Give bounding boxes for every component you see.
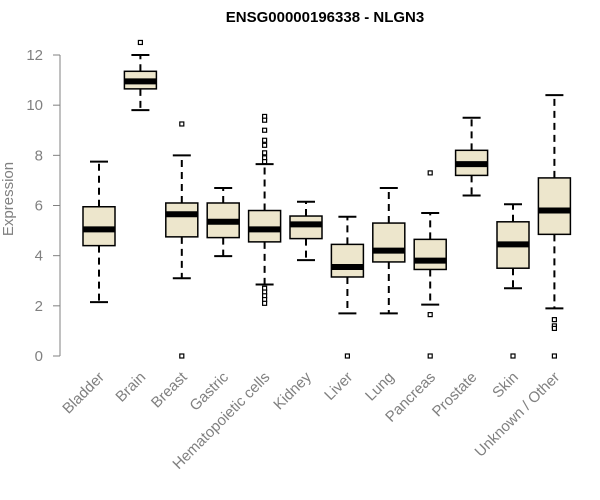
outlier-point <box>179 121 185 127</box>
outlier-point <box>262 150 268 156</box>
iqr-box <box>413 238 447 271</box>
outlier-point <box>179 353 185 359</box>
y-tick-label: 4 <box>35 248 43 265</box>
x-tick-label: Liver <box>321 369 356 404</box>
outlier-point <box>551 325 558 332</box>
outlier-point <box>262 137 268 143</box>
outlier-point <box>551 317 558 323</box>
iqr-box <box>247 209 282 243</box>
chart-title: ENSG00000196338 - NLGN3 <box>226 9 424 26</box>
box-9 <box>454 116 489 197</box>
outlier-point <box>262 117 268 123</box>
box-1 <box>123 39 158 112</box>
x-tick-label: Skin <box>489 369 522 402</box>
outlier-point <box>262 142 268 148</box>
iqr-box <box>289 215 323 240</box>
box-2 <box>165 121 199 359</box>
x-tick-label: Brain <box>112 369 149 406</box>
iqr-box <box>537 177 572 236</box>
outlier-point <box>262 300 268 306</box>
box-0 <box>82 160 116 304</box>
y-tick-label: 2 <box>35 298 43 315</box>
x-tick-label: Prostate <box>429 369 481 421</box>
y-tick-label: 12 <box>26 47 43 64</box>
x-tick-label: Breast <box>148 368 191 411</box>
x-tick-label: Lung <box>362 369 398 405</box>
y-tick-label: 10 <box>26 97 43 114</box>
box-3 <box>206 186 240 258</box>
y-axis: 0 2 4 6 8 10 12 <box>26 47 61 365</box>
y-axis-label: Expression <box>0 162 17 236</box>
iqr-box <box>165 202 199 238</box>
outlier-point <box>137 39 143 46</box>
outlier-point <box>510 353 516 359</box>
x-tick-label: Bladder <box>59 369 108 418</box>
iqr-box <box>330 243 365 278</box>
outlier-point <box>427 170 433 176</box>
iqr-box <box>82 206 116 247</box>
outlier-point <box>262 159 268 165</box>
outlier-point <box>427 312 433 318</box>
outlier-point <box>262 127 268 133</box>
plot-area <box>82 39 572 359</box>
box-5 <box>289 200 323 262</box>
iqr-box <box>372 222 406 263</box>
box-10 <box>496 203 530 359</box>
y-tick-label: 8 <box>35 147 43 164</box>
box-8 <box>413 170 447 359</box>
y-tick-label: 0 <box>35 348 43 365</box>
box-4 <box>247 113 282 306</box>
y-tick-label: 6 <box>35 198 43 215</box>
outlier-point <box>427 353 433 359</box>
outlier-point <box>344 353 350 359</box>
x-tick-label: Kidney <box>270 368 315 413</box>
box-6 <box>330 215 365 359</box>
box-7 <box>372 186 406 315</box>
outlier-point <box>551 353 558 359</box>
box-11 <box>537 94 572 359</box>
